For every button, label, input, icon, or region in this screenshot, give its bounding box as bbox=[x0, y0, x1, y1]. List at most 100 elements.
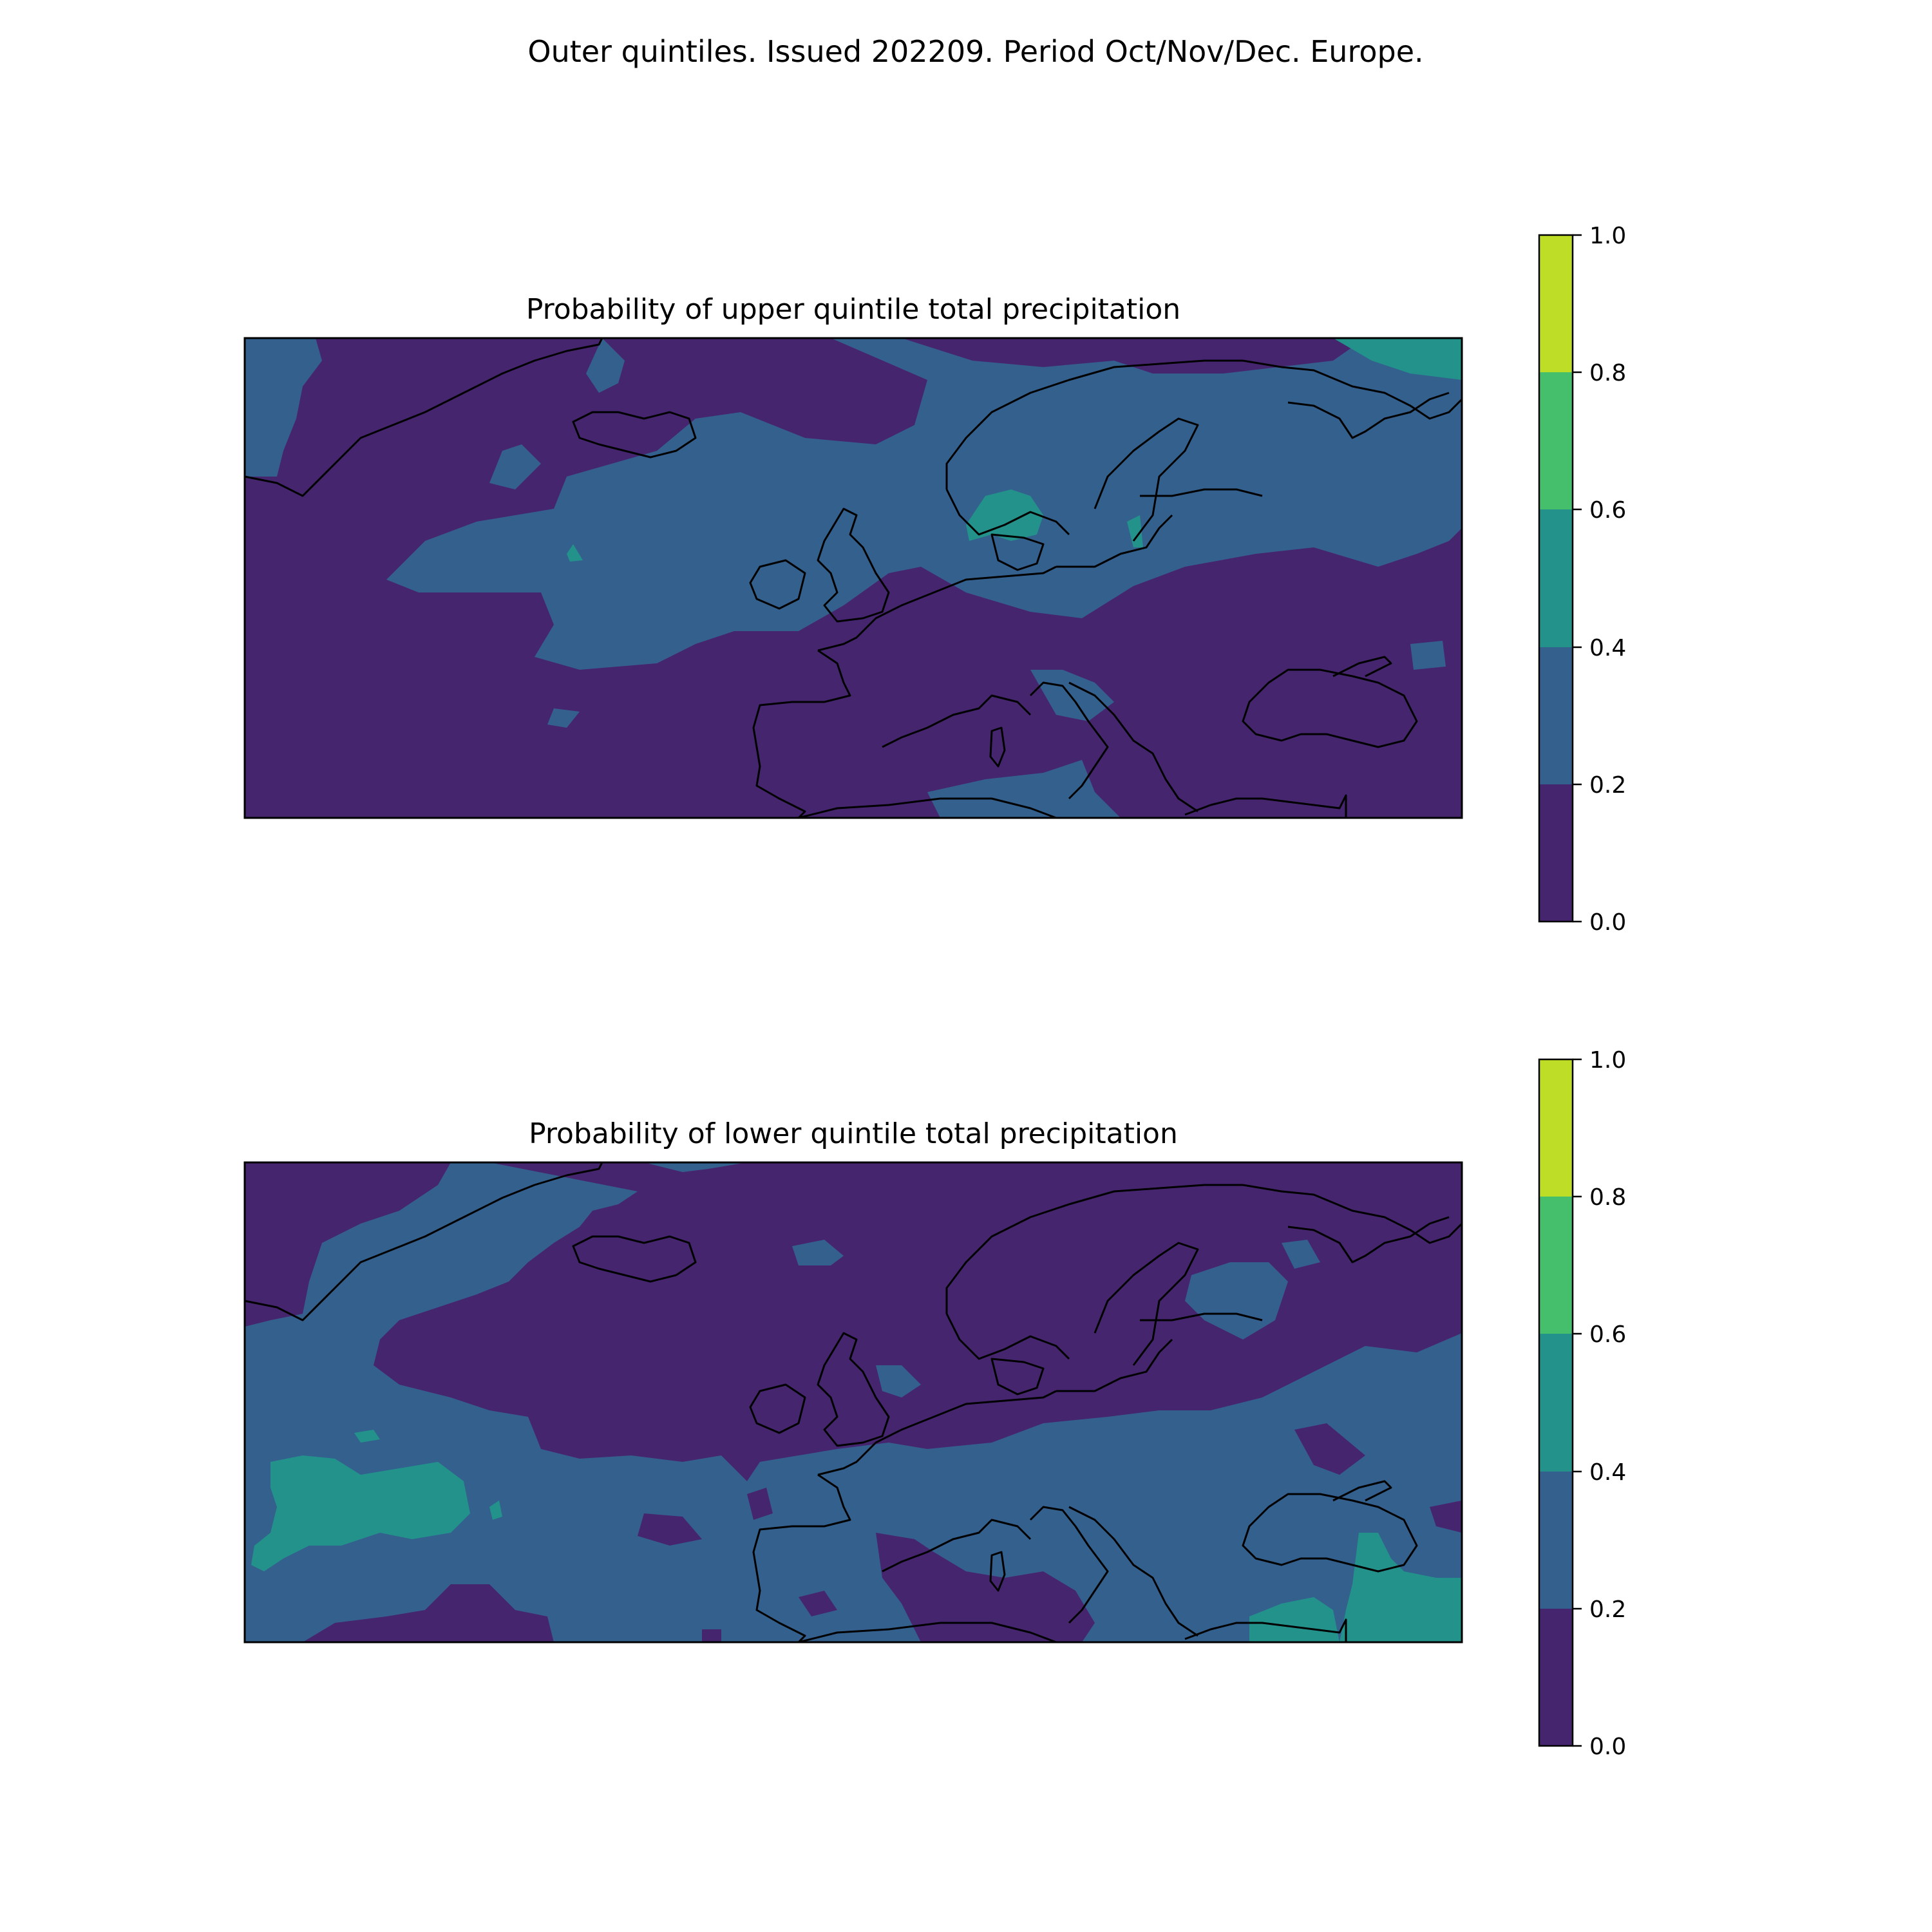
coastline-ireland bbox=[749, 559, 806, 610]
lower-band-0.0-0.2-region bbox=[1294, 1423, 1365, 1475]
coastline-azov bbox=[1332, 656, 1392, 677]
colorbar-lower-band-0.0-0.2 bbox=[1539, 1609, 1573, 1746]
colorbar-lower-tick-label: 0.2 bbox=[1589, 1596, 1626, 1623]
lower-band-0.0-0.2-region bbox=[799, 1591, 837, 1616]
coastline-balkans-greece bbox=[1068, 1506, 1198, 1637]
map-lower-frame bbox=[243, 1161, 1463, 1643]
upper-band-0.4-0.6-region bbox=[966, 489, 1043, 541]
map-lower bbox=[243, 1161, 1463, 1643]
lower-band-0.4-0.6-region bbox=[1340, 1533, 1462, 1642]
colorbar-upper-band-0.4-0.6 bbox=[1539, 509, 1573, 647]
upper-band-0.2-0.4-region bbox=[586, 338, 625, 393]
colorbar-upper-tick-label: 0.4 bbox=[1589, 635, 1626, 661]
coastline-british-isles bbox=[817, 507, 890, 623]
colorbar-lower: 0.0 0.2 0.4 0.6 0.8 1.0 bbox=[1538, 1047, 1626, 1760]
coastline-north-africa bbox=[798, 1622, 1057, 1642]
coastline-continental bbox=[817, 565, 1057, 652]
colorbar-upper-tick-label: 0.6 bbox=[1589, 497, 1626, 524]
coastline-norway-south bbox=[945, 489, 1070, 536]
coastline-greenland bbox=[245, 338, 603, 497]
colorbar-upper-tick-label: 0.0 bbox=[1589, 909, 1626, 936]
coastline-denmark bbox=[990, 1358, 1045, 1396]
panel-lower-title: Probability of lower quintile total prec… bbox=[529, 1117, 1178, 1150]
colorbar-upper-frame bbox=[1538, 234, 1574, 923]
colorbar-lower-tick-label: 0.4 bbox=[1589, 1459, 1626, 1486]
map-upper bbox=[243, 337, 1463, 819]
colorbar-lower-band-0.4-0.6 bbox=[1539, 1334, 1573, 1472]
lower-band-0.4-0.6-region bbox=[1249, 1597, 1340, 1642]
panel-upper-title: Probability of upper quintile total prec… bbox=[526, 293, 1180, 326]
colorbar-upper-band-0.6-0.8 bbox=[1539, 372, 1573, 509]
coastline-gulf-of-finland bbox=[1140, 488, 1263, 497]
colorbar-upper-tick-label: 0.8 bbox=[1589, 360, 1626, 386]
coastline-denmark bbox=[990, 533, 1045, 571]
coastline-italy bbox=[1029, 1506, 1109, 1624]
coastline-russia-arctic bbox=[1287, 392, 1450, 439]
colorbar-lower-tick-label: 1.0 bbox=[1589, 1047, 1626, 1074]
map-upper-coastlines bbox=[245, 338, 1462, 818]
coastline-biscay-iberia bbox=[752, 649, 851, 818]
colorbar-lower-band-0.6-0.8 bbox=[1539, 1197, 1573, 1334]
upper-band-0.2-0.4-region bbox=[927, 760, 1121, 818]
lower-band-0.2-0.4-region bbox=[876, 1365, 921, 1397]
coastline-mediterranean-france bbox=[882, 694, 1032, 748]
coastline-iceland bbox=[572, 411, 697, 459]
coastline-continental bbox=[817, 1390, 1057, 1476]
coastline-corsica-sardinia bbox=[989, 726, 1006, 768]
coastline-baltic-south bbox=[1056, 1338, 1173, 1392]
figure-suptitle: Outer quintiles. Issued 202209. Period O… bbox=[527, 34, 1423, 69]
upper-band-0.2-0.4-region bbox=[245, 338, 322, 477]
lower-band-0.0-0.2-region bbox=[1430, 1501, 1462, 1533]
coastline-greenland bbox=[245, 1162, 603, 1321]
coastline-scandinavia bbox=[945, 359, 1462, 489]
panel-upper-quintile: Probability of upper quintile total prec… bbox=[243, 223, 1626, 936]
lower-band-0.0-0.2-region bbox=[876, 1533, 1095, 1642]
lower-band-0.0-0.2-region bbox=[245, 1162, 451, 1327]
lower-band-0.2-0.4-region bbox=[1282, 1240, 1320, 1269]
map-upper-frame bbox=[243, 337, 1463, 819]
colorbar-upper-tick-label: 0.2 bbox=[1589, 772, 1626, 799]
coastline-corsica-sardinia bbox=[989, 1551, 1006, 1592]
lower-band-0.4-0.6-region bbox=[489, 1501, 502, 1520]
upper-band-0.4-0.6-region bbox=[1333, 338, 1462, 380]
lower-band-0.0-0.2-region bbox=[747, 1488, 773, 1520]
coastline-british-isles bbox=[817, 1332, 890, 1447]
lower-band-0.2-0.4-region bbox=[792, 1240, 844, 1265]
colorbar-lower-tick-label: 0.6 bbox=[1589, 1321, 1626, 1348]
coastline-black-sea bbox=[1242, 668, 1418, 748]
colorbar-upper-band-0.8-1.0 bbox=[1539, 235, 1573, 372]
coastline-biscay-iberia bbox=[752, 1473, 851, 1642]
lower-band-0.0-0.2-region bbox=[303, 1584, 554, 1642]
colorbar-lower-frame bbox=[1538, 1058, 1574, 1747]
coastline-scandinavia bbox=[945, 1184, 1462, 1314]
colorbar-lower-band-0.2-0.4 bbox=[1539, 1472, 1573, 1609]
upper-band-0.2-0.4-region bbox=[1410, 641, 1446, 670]
coastline-baltic-south bbox=[1056, 514, 1173, 568]
coastline-turkey bbox=[1184, 794, 1347, 818]
upper-band-0.4-0.6-region bbox=[567, 544, 583, 562]
colorbar-upper-band-0.2-0.4 bbox=[1539, 647, 1573, 784]
colorbar-upper-band-0.0-0.2 bbox=[1539, 784, 1573, 922]
coastline-black-sea bbox=[1242, 1493, 1418, 1573]
colorbar-upper-tick-label: 1.0 bbox=[1589, 223, 1626, 249]
map-lower-coastlines bbox=[245, 1162, 1462, 1642]
panel-lower-quintile: Probability of lower quintile total prec… bbox=[243, 1047, 1626, 1760]
coastline-mediterranean-france bbox=[882, 1519, 1032, 1573]
coastline-ireland bbox=[749, 1383, 806, 1434]
coastline-italy bbox=[1029, 681, 1109, 800]
colorbar-upper: 0.0 0.2 0.4 0.6 0.8 1.0 bbox=[1538, 223, 1626, 936]
lower-band-0.4-0.6-region bbox=[251, 1455, 470, 1571]
coastline-azov bbox=[1332, 1480, 1392, 1502]
coastline-norway-south bbox=[945, 1313, 1070, 1360]
upper-band-0.2-0.4-region bbox=[386, 338, 1462, 670]
coastline-north-africa bbox=[798, 797, 1057, 818]
lower-band-0.4-0.6-region bbox=[354, 1430, 380, 1443]
lower-band-0.0-0.2-region bbox=[638, 1513, 702, 1546]
coastline-russia-arctic bbox=[1287, 1216, 1450, 1264]
upper-band-0.2-0.4-region bbox=[1030, 670, 1114, 721]
upper-band-0.2-0.4-region bbox=[547, 708, 580, 728]
coastline-turkey bbox=[1184, 1618, 1347, 1642]
coastline-gulf-of-finland bbox=[1140, 1312, 1263, 1321]
colorbar-lower-band-0.8-1.0 bbox=[1539, 1059, 1573, 1197]
